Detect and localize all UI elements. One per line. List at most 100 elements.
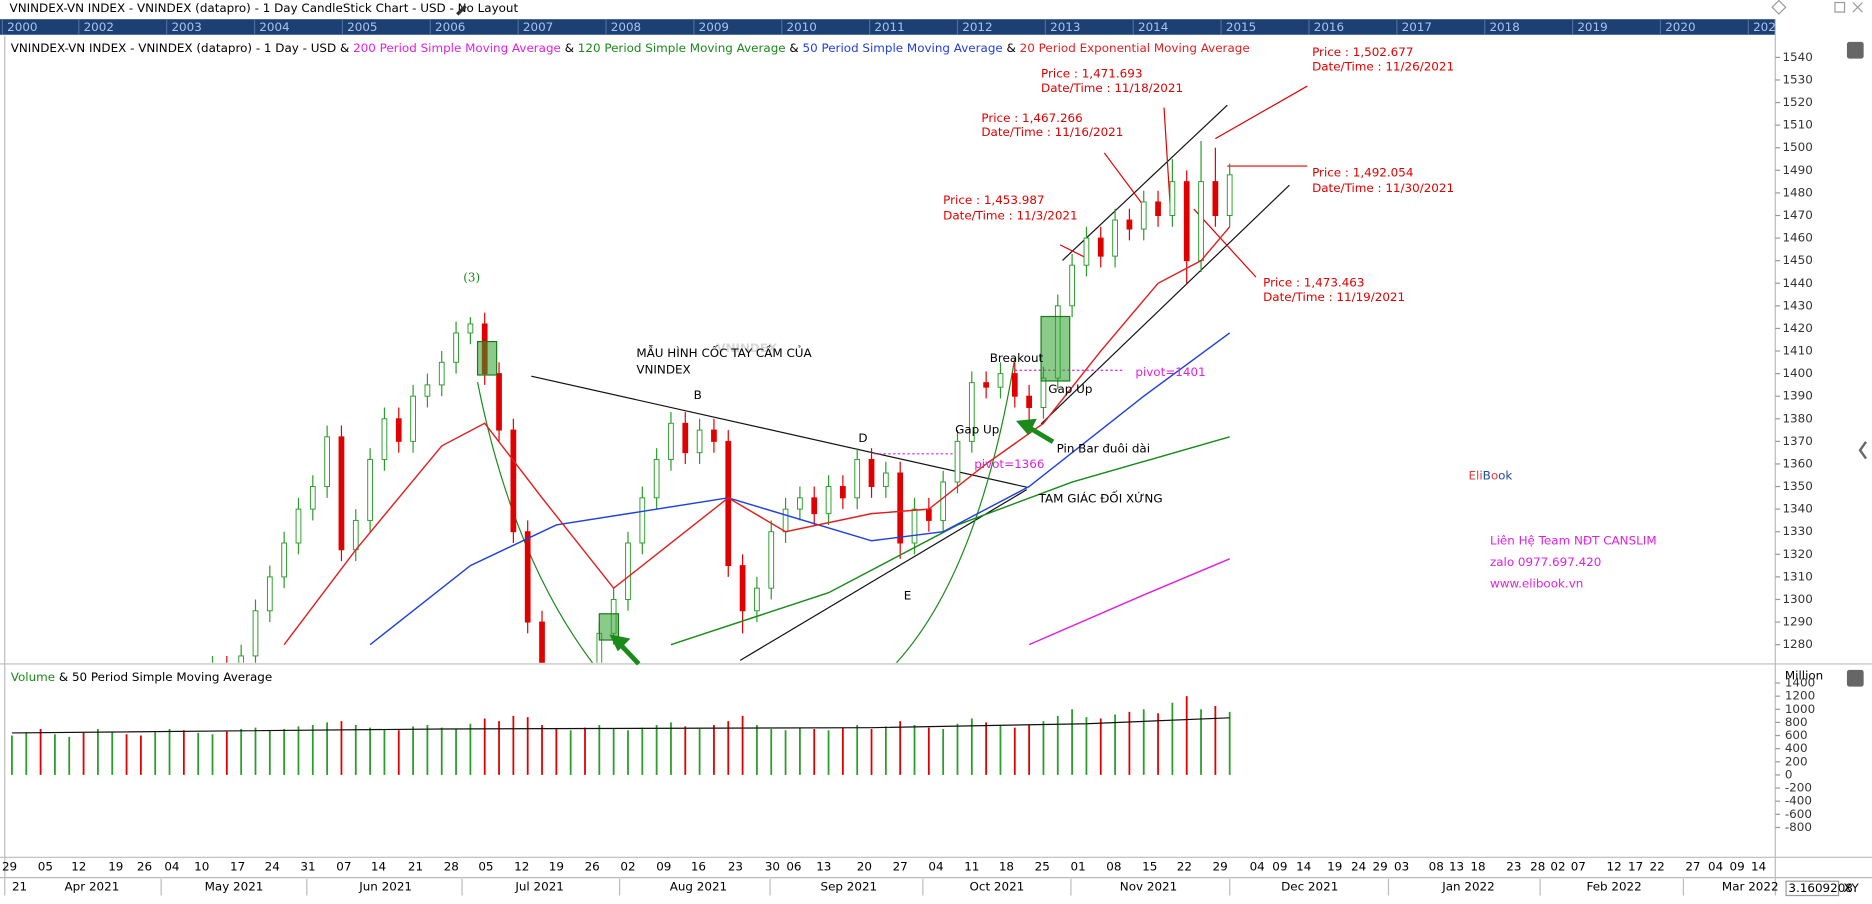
y-tick-label: 1380: [1782, 411, 1812, 425]
point-label: D: [858, 431, 867, 445]
callout-line: [1215, 85, 1308, 140]
year-label: 2016: [1314, 20, 1344, 34]
year-label: 2015: [1226, 20, 1256, 34]
control-icon[interactable]: [1834, 1, 1846, 13]
date-label: 04: [164, 859, 179, 873]
date-label: 02: [1550, 859, 1565, 873]
highlight-box: [598, 613, 620, 641]
callout-line: [1059, 244, 1087, 259]
date-label: 04: [928, 859, 943, 873]
volume-tick-label: -600: [1785, 807, 1812, 821]
date-label: 07: [336, 859, 351, 873]
edit-icon[interactable]: [456, 4, 467, 16]
date-label: 23: [728, 859, 743, 873]
lock-icon[interactable]: [1846, 669, 1864, 687]
arrow: [609, 634, 641, 666]
point-label: E: [904, 588, 912, 602]
candle-body: [367, 458, 373, 521]
date-label: 13: [1449, 859, 1464, 873]
window-controls: [1771, 0, 1863, 15]
highlight-box: [1040, 315, 1071, 382]
y-tick-label: 1310: [1782, 569, 1812, 583]
date-label: 22: [1650, 859, 1665, 873]
candle-body: [711, 429, 717, 442]
callout-date: Date/Time : 11/18/2021: [1041, 81, 1183, 95]
volume-tick-label: 400: [1785, 741, 1808, 755]
channel-line: [1040, 184, 1290, 425]
candle-body: [954, 440, 961, 483]
y-tick-label: 1410: [1782, 344, 1812, 358]
date-label: 24: [265, 859, 280, 873]
y-tick-label: 1430: [1782, 298, 1812, 312]
annotations: VNINDEX-VN INDEX - VNINDEX (datapro) - 1…: [11, 40, 1454, 602]
trend-line: [739, 489, 1028, 661]
date-label: 29: [1373, 859, 1388, 873]
candle-body: [725, 440, 732, 567]
candle-body: [696, 429, 703, 454]
contact: Liên Hệ Team NĐT CANSLIM: [1490, 533, 1657, 547]
date-label: 29: [2, 859, 17, 873]
year-label: 2020: [1665, 20, 1695, 34]
callout-date: Date/Time : 11/30/2021: [1312, 181, 1454, 195]
volume-tick-label: -400: [1785, 794, 1812, 808]
date-label: 22: [1177, 859, 1192, 873]
close-icon[interactable]: [1852, 2, 1863, 13]
callout-price: Price : 1,471.693: [1041, 67, 1142, 81]
candle-body: [797, 497, 803, 510]
status-mode[interactable]: XY: [1843, 881, 1859, 895]
callout-date: Date/Time : 11/19/2021: [1263, 290, 1405, 304]
volume-tick-label: 1200: [1785, 689, 1815, 703]
date-label: 27: [893, 859, 908, 873]
candle-body: [1126, 219, 1133, 230]
volume-tick-label: 0: [1785, 767, 1793, 781]
month-label: Jun 2021: [358, 880, 412, 894]
expand-icon[interactable]: [1858, 441, 1868, 460]
date-label: 14: [1751, 859, 1766, 873]
date-label: 17: [230, 859, 245, 873]
month-label: May 2021: [205, 880, 264, 894]
year-labels: 2000 2002 2003 2004 2005 2006 2007 2008 2009 2010…: [1, 19, 1776, 35]
y-tick-label: 1450: [1782, 253, 1812, 267]
legend-entry: 20 Period Exponential Moving Average: [1020, 40, 1250, 54]
pivot-label: pivot=1401: [1135, 365, 1205, 379]
control-icon[interactable]: [1771, 0, 1787, 15]
candle-body: [840, 486, 846, 499]
year-label: 2005: [347, 20, 377, 34]
date-label: 07: [1571, 859, 1586, 873]
moving-average: [283, 226, 1231, 646]
y-tick-label: 1490: [1782, 163, 1812, 177]
candle-body: [524, 531, 531, 623]
contact: zalo 0977.697.420: [1490, 555, 1601, 569]
legend: VNINDEX-VN INDEX - VNINDEX (datapro) - 1…: [11, 40, 1250, 54]
legend-prefix: VNINDEX-VN INDEX - VNINDEX (datapro) - 1…: [11, 40, 350, 54]
callout-price: Price : 1,492.054: [1312, 166, 1413, 180]
year-label: 2017: [1402, 20, 1432, 34]
date-label: 26: [585, 859, 600, 873]
callout-price: Price : 1,453.987: [943, 193, 1044, 207]
candle-body: [825, 486, 832, 515]
candle-body: [868, 458, 875, 488]
legend-separator: &: [789, 40, 798, 54]
volume-tick-label: 200: [1785, 754, 1808, 768]
candle-body: [338, 436, 345, 551]
date-label: 12: [71, 859, 86, 873]
month-label: Jul 2021: [514, 880, 564, 894]
date-label: 14: [371, 859, 386, 873]
date-label: 04: [1708, 859, 1723, 873]
callout-date: Date/Time : 11/16/2021: [981, 125, 1123, 139]
month-label: Sep 2021: [821, 880, 878, 894]
watermark: VNINDEX: [716, 341, 777, 355]
lock-icon[interactable]: [1846, 41, 1864, 59]
candle-body: [496, 373, 502, 431]
legend-separator: &: [1007, 40, 1016, 54]
year-label: 2010: [787, 20, 817, 34]
callout-line: [1163, 107, 1171, 204]
callout-price: Price : 1,502.677: [1312, 45, 1413, 59]
date-label: 24: [1351, 859, 1366, 873]
gap-label: Gap Up: [1048, 382, 1092, 396]
volume-tick-label: -200: [1785, 781, 1812, 795]
date-label: 21: [408, 859, 423, 873]
month-label: Jan 2022: [1441, 880, 1495, 894]
date-label: 11: [964, 859, 979, 873]
